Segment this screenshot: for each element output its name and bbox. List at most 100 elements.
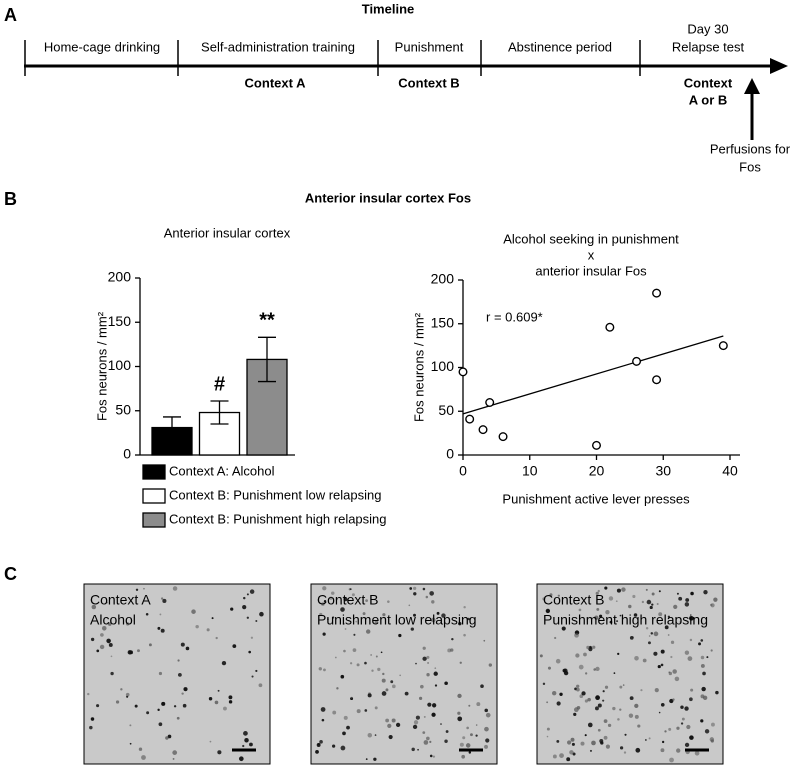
image-label: Context B [317, 592, 378, 608]
cell [90, 637, 95, 642]
cell [656, 603, 659, 605]
cell [700, 655, 705, 660]
cell [90, 717, 95, 721]
cell [658, 612, 663, 617]
cell [684, 706, 689, 711]
cell [423, 740, 429, 745]
stage-label: Self-administration training [201, 39, 355, 54]
cell [702, 671, 706, 676]
cell [467, 617, 470, 621]
cell [427, 702, 432, 707]
cell [605, 610, 610, 615]
cell [605, 744, 610, 749]
cell [249, 742, 253, 747]
cell [578, 608, 582, 612]
cell [593, 668, 596, 671]
cell [323, 600, 327, 603]
cell [602, 690, 605, 693]
cell [135, 588, 139, 592]
cell [427, 661, 430, 664]
chart-title: anterior insular Fos [535, 263, 647, 278]
cell [546, 701, 549, 704]
cell [709, 737, 715, 742]
cell [658, 590, 661, 593]
cell [657, 664, 661, 669]
cell [552, 754, 557, 759]
cell [342, 731, 346, 736]
cell [382, 672, 385, 676]
cell [340, 674, 345, 679]
stage-label: Home-cage drinking [44, 39, 160, 54]
cell [425, 595, 429, 599]
cell [362, 612, 366, 616]
cell [556, 701, 561, 706]
y-tick-label: 100 [431, 358, 455, 374]
cell [250, 636, 254, 639]
cell [228, 700, 233, 704]
cell [653, 631, 659, 637]
cell [465, 743, 471, 748]
cell [215, 636, 218, 640]
micrograph: Context B Punishment high relapsing [536, 583, 724, 765]
cell [575, 653, 580, 658]
cell [343, 597, 348, 602]
cell [160, 628, 165, 633]
y-tick-label: 50 [438, 402, 454, 418]
cell [429, 740, 432, 743]
cell [344, 628, 347, 630]
cell [588, 645, 592, 649]
cell [569, 750, 574, 755]
cell [319, 740, 323, 744]
cell [232, 644, 237, 649]
cell [703, 590, 708, 595]
cell [367, 733, 373, 738]
cell [580, 741, 585, 746]
cell [599, 614, 603, 618]
cell [433, 671, 438, 676]
cell [566, 757, 571, 762]
cell [422, 731, 426, 734]
chart-title: x [588, 247, 595, 262]
image-label: Punishment low relapsing [317, 612, 477, 628]
cell [158, 722, 163, 727]
cell [485, 738, 490, 743]
bar [151, 426, 193, 456]
cell [195, 624, 199, 629]
cell [551, 690, 557, 696]
cell [539, 654, 543, 658]
image-frame [310, 583, 498, 765]
cell [619, 685, 623, 689]
cell [647, 641, 651, 645]
cell [447, 648, 452, 653]
cell [431, 712, 436, 717]
x-tick-label: 40 [722, 463, 738, 479]
cell [604, 586, 608, 590]
error-bar [210, 400, 229, 425]
timeline-title: Timeline [362, 1, 415, 16]
perfusion-label: Fos [739, 159, 761, 174]
cell [676, 748, 681, 753]
cell [669, 757, 674, 763]
cell [373, 757, 377, 761]
cell [423, 715, 426, 718]
cell [141, 755, 146, 760]
cell [684, 602, 690, 607]
stage-label: Abstinence period [508, 39, 612, 54]
x-tick-label: 0 [459, 463, 467, 479]
arrow-head [770, 58, 788, 74]
cell [387, 723, 392, 728]
cell [107, 622, 112, 626]
cell [444, 681, 448, 686]
cell [475, 734, 478, 737]
cell [678, 596, 683, 601]
cell [434, 667, 437, 669]
cell [388, 734, 393, 740]
cell [320, 707, 326, 712]
y-axis-label: Fos neurons / mm² [411, 312, 426, 422]
cell [413, 586, 417, 590]
cell [485, 712, 491, 718]
arrow-head [744, 78, 760, 94]
cell [698, 642, 702, 646]
cell [382, 613, 386, 617]
cell [413, 613, 416, 617]
